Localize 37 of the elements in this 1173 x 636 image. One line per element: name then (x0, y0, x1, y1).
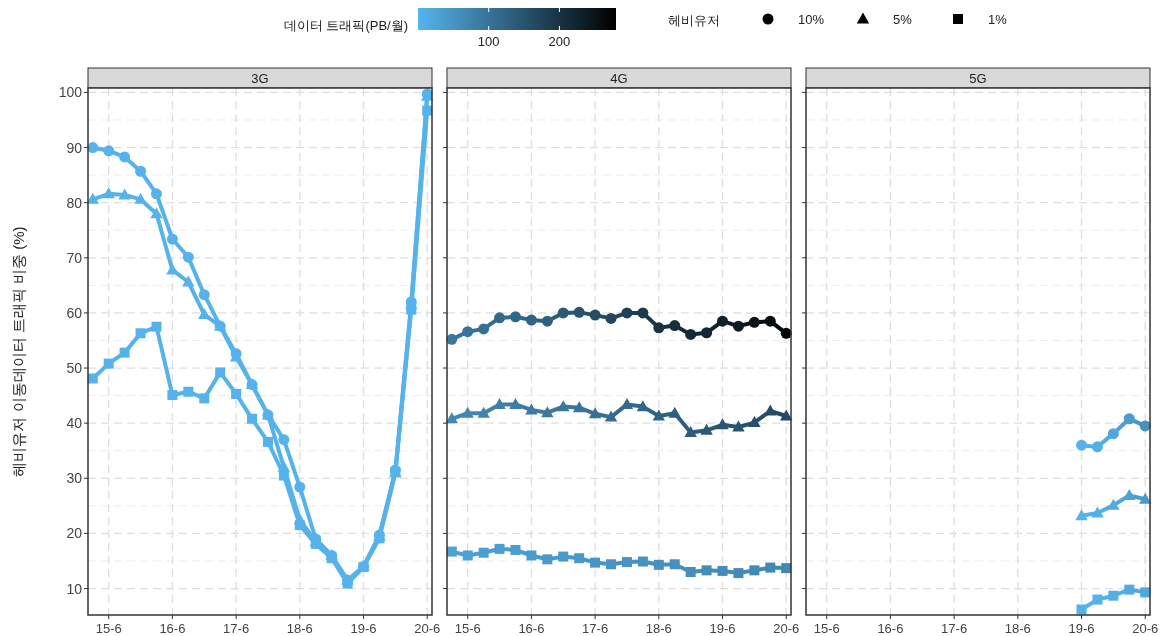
x-tick-label: 19-6 (709, 621, 736, 636)
color-bar-label: 100 (477, 34, 500, 49)
legend: 데이터 트래픽(PB/월) 100 200 헤비유저 10% 5% 1% (283, 7, 1007, 49)
x-tick-label: 16-6 (518, 621, 545, 636)
x-tick-label: 17-6 (941, 621, 968, 636)
x-tick-label: 15-6 (454, 621, 481, 636)
color-bar-title: 데이터 트래픽(PB/월) (283, 18, 408, 33)
x-tick-label: 15-6 (813, 621, 840, 636)
y-tick-label: 60 (66, 304, 83, 321)
x-tick-label: 18-6 (645, 621, 672, 636)
chart-title: 5G (969, 71, 987, 86)
y-tick-label: 20 (66, 525, 83, 542)
x-tick-label: 20-6 (1132, 621, 1159, 636)
x-tick-label: 18-6 (286, 621, 313, 636)
x-tick-label: 19-6 (350, 621, 377, 636)
x-tick-label: 15-6 (95, 621, 122, 636)
legend-title: 헤비유저 (668, 13, 720, 28)
y-tick-label: 30 (66, 470, 83, 487)
y-tick-label: 90 (66, 139, 83, 156)
x-tick-label: 16-6 (159, 621, 186, 636)
x-tick-label: 16-6 (877, 621, 904, 636)
y-tick-label: 100 (58, 84, 83, 101)
x-tick-label: 17-6 (223, 621, 250, 636)
chart-title: 3G (251, 71, 269, 86)
x-tick-label: 18-6 (1004, 621, 1031, 636)
color-bar-label: 200 (548, 34, 571, 49)
x-tick-label: 17-6 (582, 621, 609, 636)
y-axis-title: 헤비유저 이동데이터 트래픽 비중 (%) (10, 226, 27, 477)
chart-title: 4G (610, 71, 628, 86)
x-tick-label: 20-6 (773, 621, 800, 636)
y-tick-label: 10 (66, 580, 83, 597)
y-tick-label: 40 (66, 415, 83, 432)
y-tick-label: 70 (66, 249, 83, 266)
y-tick-label: 80 (66, 194, 83, 211)
x-tick-label: 19-6 (1068, 621, 1095, 636)
x-tick-label: 20-6 (414, 621, 441, 636)
y-tick-label: 50 (66, 360, 83, 377)
